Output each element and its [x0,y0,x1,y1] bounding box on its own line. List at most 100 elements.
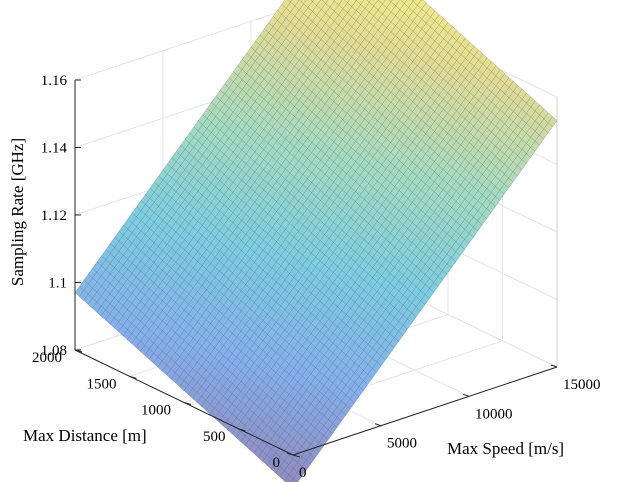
surface-patch [425,77,435,88]
surface-patch [446,217,457,228]
surface-patch [355,14,366,25]
surface-patch [363,183,374,194]
surface-patch [280,299,290,311]
surface-patch [210,276,220,288]
z-tick-label: 1.14 [41,141,68,157]
surface-patch [403,147,413,159]
surface-patch [376,345,386,357]
surface-patch [438,229,448,241]
surface-patch [377,74,387,85]
surface-patch [336,390,347,402]
surface-patch [323,379,334,390]
surface-patch [272,110,282,122]
surface-patch [320,113,330,125]
surface-patch [473,180,483,192]
surface-patch [100,299,111,311]
surface-patch [285,11,296,23]
surface-patch [337,199,347,211]
surface-patch [206,283,216,294]
surface-patch [328,403,338,414]
surface-patch [215,150,225,161]
surface-patch [363,343,373,355]
surface-patch [482,77,492,89]
surface-patch [201,349,211,361]
surface-patch [79,280,89,291]
surface-patch [96,295,106,307]
surface-patch [240,385,250,396]
surface-patch [350,251,360,263]
surface-patch [417,18,427,30]
surface-patch [360,48,370,60]
surface-patch [341,233,352,245]
surface-patch [288,0,293,3]
surface-patch [280,370,290,381]
surface-patch [236,401,246,412]
surface-patch [279,390,290,401]
surface-patch [306,232,317,244]
surface-patch [254,165,264,176]
surface-patch [402,268,413,280]
surface-patch [205,333,216,345]
surface-patch [350,231,360,243]
surface-patch [350,141,361,152]
surface-patch [263,62,274,74]
surface-patch [236,371,246,382]
surface-patch [438,149,448,160]
surface-patch [465,51,475,63]
surface-patch [323,369,334,380]
surface-patch [315,200,326,211]
surface-patch [368,66,379,77]
surface-patch [513,85,523,96]
surface-patch [153,316,163,328]
surface-patch [429,91,440,102]
surface-patch [486,81,497,93]
surface-patch [373,40,383,51]
surface-patch [403,198,413,209]
surface-patch [376,214,387,226]
surface-patch [209,397,220,409]
surface-patch [403,168,413,179]
surface-patch [227,383,237,394]
surface-patch [262,404,272,416]
surface-patch [271,331,281,343]
surface-patch [332,286,343,297]
surface-patch [214,311,224,322]
surface-patch [266,418,277,430]
surface-patch [280,229,290,240]
surface-patch [290,35,300,47]
surface-patch [262,434,272,446]
surface-patch [433,275,443,287]
surface-patch [170,292,181,303]
surface-patch [336,380,347,392]
surface-patch [319,385,329,396]
surface-patch [298,43,309,55]
surface-patch [394,301,404,312]
surface-patch [377,53,387,65]
surface-patch [254,135,265,146]
surface-patch [372,190,382,202]
surface-patch [350,382,360,394]
surface-patch [337,270,347,281]
surface-patch [434,145,444,156]
surface-patch [323,399,333,410]
surface-patch [268,66,278,78]
surface-patch [288,367,299,379]
surface-patch [399,144,409,155]
surface-patch [231,367,242,378]
surface-patch [473,140,483,151]
surface-patch [284,233,295,244]
surface-patch [495,119,505,131]
surface-patch [360,58,370,69]
surface-patch [281,7,291,19]
surface-patch [447,106,457,118]
surface-patch [196,355,207,367]
surface-patch [293,281,303,292]
surface-patch [416,209,426,221]
surface-patch [386,132,396,143]
surface-patch [319,294,330,306]
surface-patch [96,265,106,277]
surface-patch [224,87,234,99]
surface-patch [268,76,278,88]
surface-patch [298,94,308,105]
surface-patch [74,286,85,297]
